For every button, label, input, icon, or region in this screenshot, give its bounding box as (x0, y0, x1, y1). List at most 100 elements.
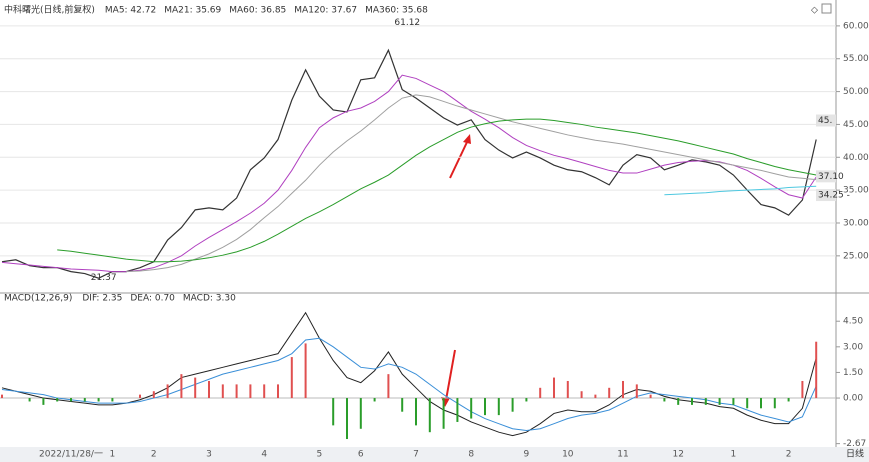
macd-bar (180, 374, 183, 399)
series-line (1, 337, 817, 431)
macd-bar (635, 384, 638, 399)
x-tick-label: 11 (617, 450, 628, 460)
macd-bar (332, 398, 335, 426)
legend-entry: MACD: 3.30 (183, 294, 236, 304)
macd-bar (56, 398, 59, 402)
timeframe: 日线 (846, 448, 864, 460)
macd-bar (249, 384, 252, 399)
macd-bar (1, 394, 3, 399)
y-tick-label: 4.50 (843, 317, 863, 327)
annotations-arrows (441, 134, 471, 407)
y-tick-label: 30.00 (843, 218, 869, 228)
macd-bar (484, 398, 486, 416)
series-line (1, 74, 817, 273)
x-tick-label: 2022/11/28/一 (39, 450, 103, 460)
x-tick-label: 2 (151, 450, 157, 460)
macd-bar (566, 380, 569, 399)
legend-entry: MA21: 35.69 (164, 6, 221, 16)
legend-entry: MA60: 36.85 (229, 6, 286, 16)
legend-entry: MA360: 35.68 (365, 6, 428, 16)
series-line (126, 94, 817, 273)
macd-bar (304, 343, 307, 399)
macd-bar (42, 398, 45, 405)
macd-bar (277, 384, 279, 399)
date-bar (0, 447, 869, 462)
arrow-head (463, 134, 471, 144)
x-tick-label: 8 (468, 450, 474, 460)
macd-bar (470, 398, 473, 419)
y-tick-label: 1.50 (843, 368, 863, 378)
macd-bar (111, 398, 114, 402)
macd-bar (497, 398, 500, 416)
macd-bar (70, 398, 72, 402)
y-tick-label: 50.00 (843, 87, 869, 97)
y-tick-label: 3.00 (843, 342, 863, 352)
macd-bar (787, 398, 790, 402)
macd-bar (704, 398, 707, 405)
price-tag-label: 45. (818, 116, 832, 126)
macd-bar (525, 398, 528, 402)
macd-bar (263, 384, 266, 399)
macd-bar (152, 391, 155, 399)
macd-bar (649, 394, 652, 399)
macd-bar (83, 398, 86, 402)
y-tick-label: 40.00 (843, 153, 869, 163)
macd-bar (815, 341, 818, 399)
x-tick-label: 2 (786, 450, 792, 460)
y-tick-label: -2.67 (843, 439, 866, 449)
series-line (1, 311, 817, 437)
macd-title: MACD(12,26,9) (4, 294, 72, 304)
macd-bar (346, 398, 348, 440)
macd-bar (290, 357, 293, 399)
macd-bar (456, 398, 459, 422)
legend-entry: DIF: 2.35 (82, 294, 122, 304)
macd-bar (539, 387, 542, 399)
x-tick-label: 4 (261, 450, 267, 460)
series-line (57, 118, 817, 263)
icon[interactable] (821, 3, 832, 14)
macd-bar (359, 398, 362, 429)
macd-bar (415, 398, 417, 426)
icon[interactable]: ◇ (811, 6, 818, 16)
annotation: 61.12 (394, 18, 420, 28)
macd-bar (208, 380, 210, 399)
macd-bar (732, 398, 735, 405)
x-tick-label: 7 (413, 450, 419, 460)
x-tick-label: 9 (524, 450, 530, 460)
macd-bar (580, 391, 583, 399)
macd-bar (221, 384, 224, 399)
arrow (449, 139, 469, 179)
macd-bar (622, 380, 624, 399)
macd-bar (401, 398, 404, 412)
y-tick-label: 0.00 (843, 394, 863, 404)
x-tick-label: 3 (206, 450, 212, 460)
macd-bar (28, 398, 31, 402)
price-tag (816, 114, 836, 127)
macd-bar (760, 398, 762, 409)
y-tick-label: 60.00 (843, 21, 869, 31)
series-line (664, 185, 817, 196)
y-tick-label: 25.00 (843, 251, 869, 261)
macd-bar (594, 394, 597, 399)
price-tag-label: 34.25 - (818, 191, 850, 201)
toolbar-icons: ◇ (811, 3, 832, 16)
arrow (445, 349, 456, 401)
x-tick-label: 12 (672, 450, 683, 460)
price-tag (816, 170, 836, 183)
macd-bar (194, 377, 197, 399)
macd-bar (608, 387, 611, 399)
macd-bar (235, 384, 238, 399)
macd-bar (387, 374, 390, 399)
macd-bar (677, 398, 680, 405)
x-tick-label: 1 (110, 450, 116, 460)
macd-bar (373, 398, 376, 402)
y-tick-label: 55.00 (843, 54, 869, 64)
macd-bar (428, 398, 431, 433)
legend-entry: MA120: 37.67 (294, 6, 357, 16)
macd-bar (746, 398, 749, 409)
macd-bar (718, 398, 721, 405)
price-tag-label: 37.10 (818, 172, 844, 182)
